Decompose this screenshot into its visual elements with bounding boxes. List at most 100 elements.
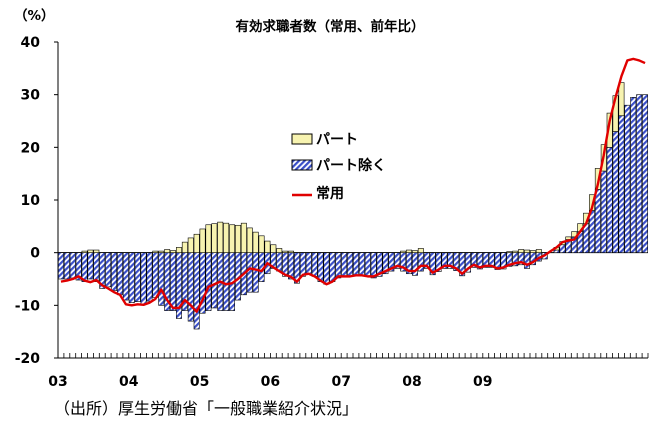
bar-excl-part [324,253,329,285]
bar-part [265,241,270,253]
y-tick-label: 10 [21,193,41,209]
bar-excl-part [88,253,93,279]
bar-excl-part [129,253,134,303]
bar-part [223,223,228,252]
bar-part [206,225,211,253]
y-tick-label: -10 [15,298,41,314]
bar-excl-part [347,253,352,277]
bar-excl-part [82,253,87,282]
bar-part [406,250,411,253]
bar-excl-part [341,253,346,277]
chart-title: 有効求職者数（常用、前年比） [236,18,425,35]
bar-part [153,251,158,253]
bar-excl-part [306,253,311,274]
bar-excl-part [589,211,594,253]
bar-part [194,234,199,252]
bar-excl-part [153,253,158,298]
bar-excl-part [554,250,559,253]
bar-part [176,247,181,252]
bar-part [159,251,164,253]
bar-part [188,238,193,253]
bar-excl-part [619,116,624,253]
bar-excl-part [141,253,146,305]
bar-excl-part [330,253,335,282]
bar-excl-part [58,253,63,279]
bar-part [253,232,258,253]
bar-excl-part [94,253,99,282]
bar-excl-part [70,253,75,278]
legend-label-excl-part: パート除く [316,157,386,174]
bar-excl-part [223,253,228,311]
bar-part [200,229,205,253]
bar-part [88,250,93,253]
bar-part [212,224,217,253]
bar-excl-part [524,253,529,269]
bar-excl-part [277,253,282,271]
bar-excl-part [170,253,175,311]
bar-layer [58,83,647,329]
bar-part [182,242,187,253]
bar-part [241,223,246,252]
bar-excl-part [111,253,116,291]
bar-excl-part [300,253,305,277]
bar-excl-part [105,253,110,287]
bar-excl-part [312,253,317,277]
bar-excl-part [135,253,140,302]
x-tick-label: 09 [473,374,492,390]
bar-part [229,225,234,253]
bar-part [288,251,293,253]
y-tick-label: 0 [30,246,40,262]
bar-part [94,250,99,253]
bar-part [418,248,423,252]
bar-excl-part [607,147,612,252]
bar-excl-part [147,253,152,301]
x-tick-label: 07 [331,374,350,390]
bar-excl-part [359,253,364,276]
bar-part [518,250,523,253]
bar-part [82,251,87,253]
bar-excl-part [595,189,600,252]
bar-part [282,251,287,253]
bar-excl-part [188,253,193,321]
bar-part [524,250,529,253]
bar-part [536,250,541,253]
y-axis-unit: （%） [14,8,55,24]
bar-part [412,251,417,253]
bar-part [218,222,223,253]
x-tick-label: 06 [261,374,280,390]
bar-part [277,248,282,252]
bar-part [400,251,405,253]
bar-part [513,251,518,253]
bar-excl-part [318,253,323,282]
bar-part [247,228,252,253]
bar-excl-part [253,253,258,293]
x-tick-label: 05 [190,374,209,390]
bar-excl-part [601,171,606,253]
legend-swatch-excl-part [292,160,312,170]
bar-excl-part [631,97,636,252]
bar-excl-part [212,253,217,308]
y-tick-label: 30 [21,88,41,104]
x-tick-label: 08 [402,374,421,390]
bar-excl-part [117,253,122,295]
bar-excl-part [560,245,565,253]
bar-part [619,83,624,116]
legend-swatch-part [292,134,312,144]
y-tick-label: 20 [21,140,41,156]
bar-part [530,251,535,253]
bar-excl-part [159,253,164,306]
bar-excl-part [64,253,69,279]
bar-excl-part [194,253,199,329]
bar-excl-part [206,253,211,311]
bar-excl-part [336,253,341,278]
legend: パート パート除く 常用 [292,132,386,202]
y-tick-label: 40 [21,35,41,51]
bar-excl-part [371,253,376,278]
bar-part [164,250,169,253]
bar-excl-part [636,95,641,253]
legend-label-joyo: 常用 [316,185,344,202]
axis-layer: -20-1001020304003 04 05 06 07 08 09 [15,35,648,390]
x-tick-label: 03 [48,374,67,390]
bar-excl-part [613,132,618,253]
